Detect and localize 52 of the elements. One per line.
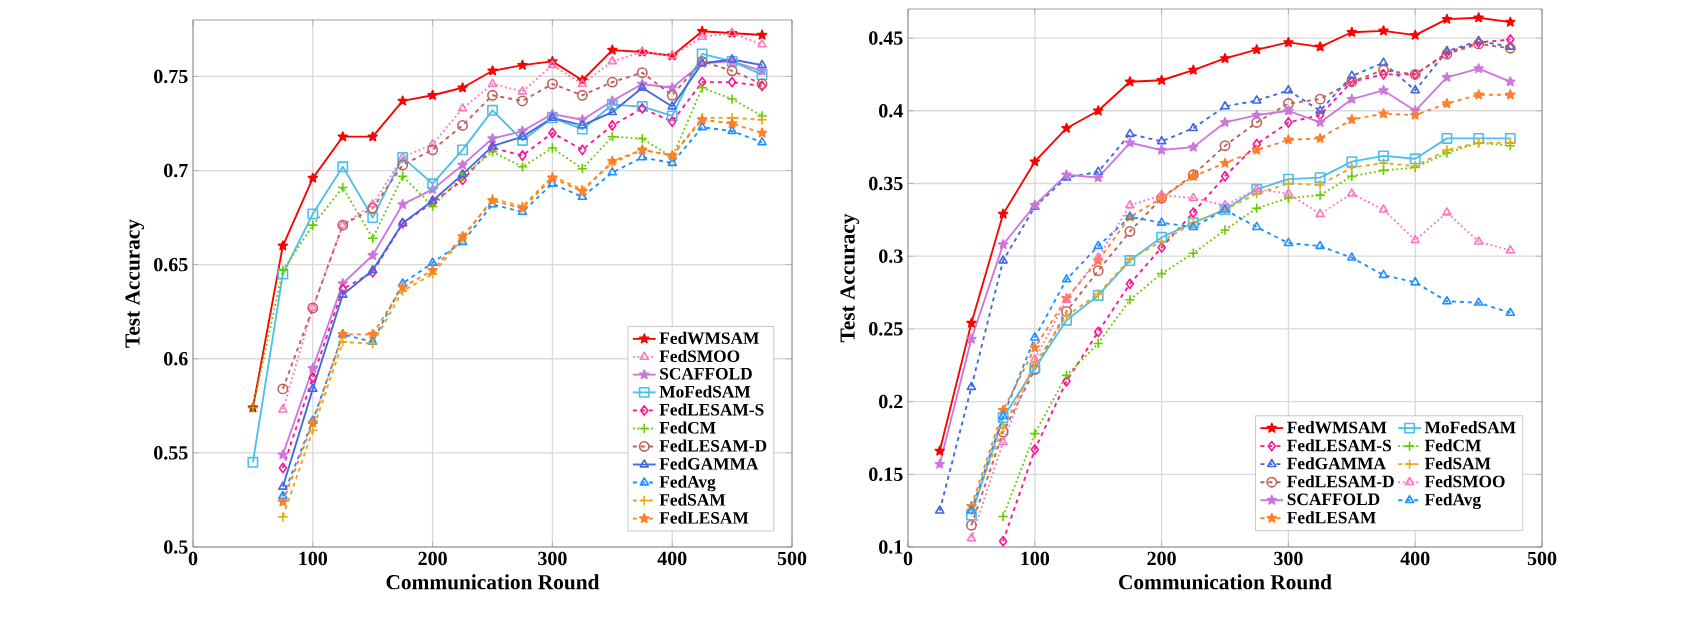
legend-label: FedSMOO: [659, 349, 740, 363]
x-tick-label: 500: [1527, 551, 1557, 566]
x-tick-label: 200: [1147, 551, 1176, 566]
legend-label: FedLESAM: [659, 511, 749, 524]
legend-label: FedLESAM-D: [1287, 475, 1394, 488]
y-tick-label: 0.15: [869, 467, 903, 482]
legend-label: MoFedSAM: [1424, 421, 1516, 434]
legend-label: FedLESAM-S: [659, 403, 764, 416]
legend-label: MoFedSAM: [659, 385, 751, 398]
legend-label: SCAFFOLD: [1287, 493, 1380, 506]
x-tick-label: 400: [657, 551, 687, 566]
y-tick-label: 0.55: [154, 446, 188, 460]
y-tick-label: 0.65: [154, 257, 188, 272]
x-tick-label: 500: [777, 551, 807, 566]
legend-label: FedCM: [659, 421, 716, 434]
y-tick-label: 0.7: [164, 163, 188, 178]
x-tick-label: 200: [418, 551, 447, 566]
x-tick-label: 300: [1274, 551, 1303, 566]
y-tick-label: 0.25: [869, 322, 903, 336]
x-tick-label: 100: [1021, 551, 1050, 566]
legend-label: SCAFFOLD: [660, 367, 752, 380]
y-tick-label: 0.75: [154, 69, 188, 84]
x-tick-label: 400: [1400, 551, 1430, 566]
x-tick-label: 100: [299, 551, 328, 566]
legend-label: FedAvg: [659, 475, 716, 492]
legend-label: FedLESAM-S: [1287, 439, 1392, 452]
legend-label: FedSAM: [659, 493, 726, 506]
legend-label: FedLESAM: [1287, 511, 1376, 524]
legend-label: FedCM: [1424, 439, 1481, 452]
y-tick-label: 0.1: [879, 540, 903, 554]
y-axis-title: Test Accuracy: [840, 213, 860, 343]
legend-label: FedGAMMA: [659, 457, 759, 470]
legend-label: FedSAM: [1424, 457, 1491, 470]
y-tick-label: 0.5: [164, 540, 188, 554]
x-axis-title: Communication Round: [386, 574, 600, 590]
legend-label: FedWMSAM: [659, 331, 759, 345]
y-tick-label: 0.2: [879, 394, 903, 409]
legend-label: FedLESAM-D: [659, 439, 767, 452]
y-tick-label: 0.3: [879, 249, 903, 263]
x-axis-title: Communication Round: [1119, 574, 1332, 590]
legend-label: FedSMOO: [1424, 475, 1505, 488]
x-tick-label: 300: [538, 551, 567, 566]
y-tick-label: 0.4: [879, 103, 903, 118]
legend-label: FedWMSAM: [1287, 421, 1387, 434]
y-tick-label: 0.45: [869, 31, 903, 45]
x-tick-label: 0: [903, 551, 913, 566]
legend-label: FedGAMMA: [1287, 457, 1386, 470]
x-tick-label: 0: [188, 551, 198, 566]
y-axis-title: Test Accuracy: [125, 219, 145, 348]
y-tick-label: 0.35: [869, 176, 903, 191]
legend-label: FedAvg: [1424, 493, 1481, 510]
y-tick-label: 0.6: [164, 351, 188, 366]
